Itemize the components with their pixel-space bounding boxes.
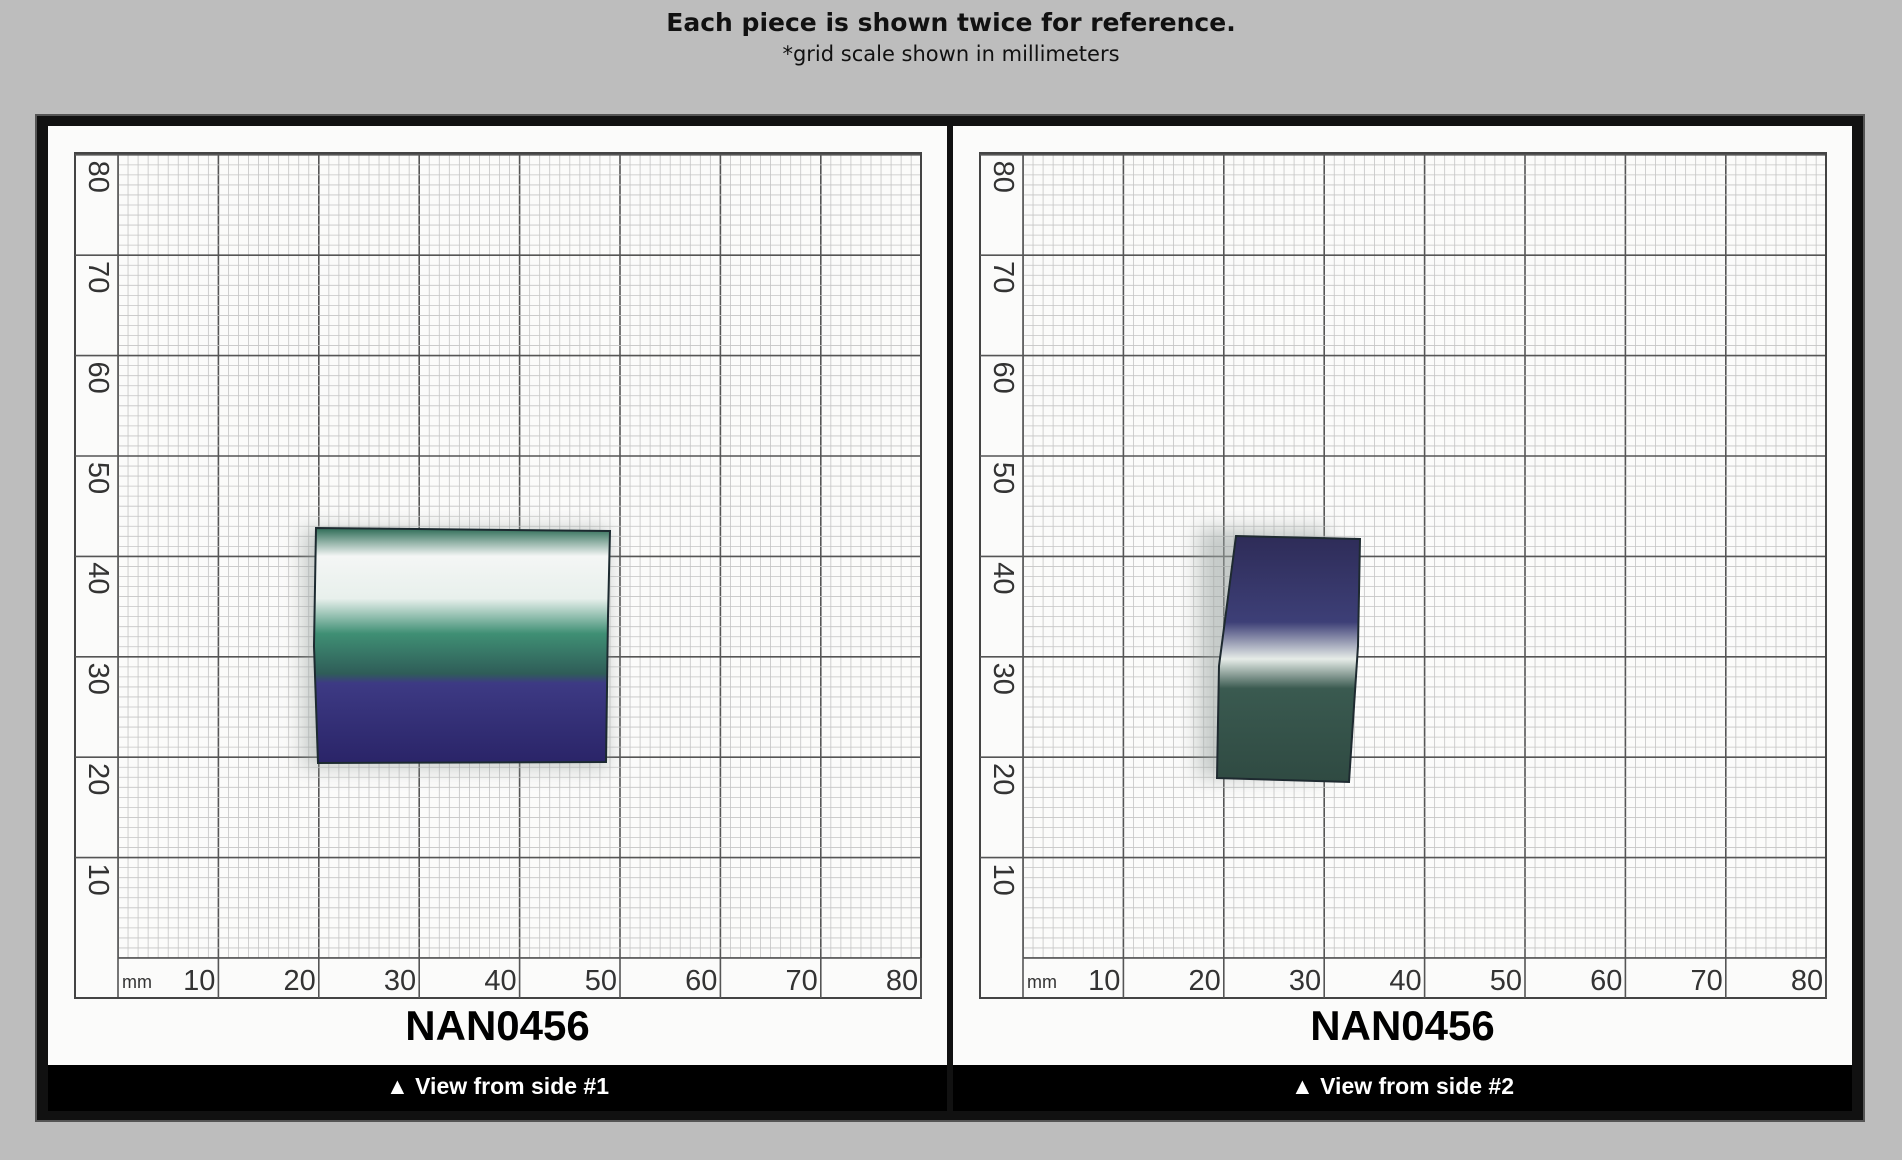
x-axis-label: 70 <box>786 965 818 997</box>
unit-label: mm <box>122 972 152 992</box>
paper <box>953 126 1852 1065</box>
caption-band <box>953 1065 1852 1111</box>
grid-border <box>979 152 1827 999</box>
y-axis-label: 10 <box>987 863 1019 895</box>
unit-label: mm <box>1027 972 1057 992</box>
y-axis-label: 30 <box>82 663 114 695</box>
y-axis-label: 10 <box>82 863 114 895</box>
stone <box>312 526 612 765</box>
y-axis-label: 30 <box>987 663 1019 695</box>
caption: ▲ View from side #2 <box>1291 1073 1514 1099</box>
x-axis-label: 40 <box>484 965 516 997</box>
x-axis-label: 80 <box>886 965 918 997</box>
x-axis-label: 60 <box>685 965 717 997</box>
x-axis-label: 50 <box>585 965 617 997</box>
x-axis-label: 30 <box>384 965 416 997</box>
item-code: NAN0456 <box>405 1002 589 1049</box>
x-axis-label: 60 <box>1590 965 1622 997</box>
x-axis-label: 10 <box>1088 965 1120 997</box>
y-axis-label: 80 <box>987 161 1019 193</box>
caption: ▲ View from side #1 <box>386 1073 609 1099</box>
grid-border <box>74 152 922 999</box>
y-axis-label: 40 <box>82 562 114 594</box>
y-axis-label: 50 <box>987 462 1019 494</box>
x-axis-label: 10 <box>183 965 215 997</box>
x-axis-label: 50 <box>1490 965 1522 997</box>
x-axis-label: 20 <box>1189 965 1221 997</box>
x-axis-label: 30 <box>1289 965 1321 997</box>
item-code: NAN0456 <box>1310 1002 1494 1049</box>
stone <box>1215 534 1362 784</box>
panel: mm 10 20 30 40 50 60 70 80 10 20 30 40 50 60 70 80 NAN045… <box>953 126 1852 1111</box>
caption-band <box>48 1065 947 1111</box>
y-axis-label: 40 <box>987 562 1019 594</box>
y-axis-label: 50 <box>82 462 114 494</box>
x-axis-label: 40 <box>1389 965 1421 997</box>
panel: mm 10 20 30 40 50 60 70 80 10 20 30 40 50 60 70 80 NAN045… <box>48 126 947 1111</box>
subtitle: *grid scale shown in millimeters <box>782 42 1119 66</box>
y-axis-label: 70 <box>987 261 1019 293</box>
x-axis-label: 80 <box>1791 965 1823 997</box>
y-axis-label: 70 <box>82 261 114 293</box>
x-axis-label: 20 <box>284 965 316 997</box>
y-axis-label: 60 <box>987 361 1019 393</box>
y-axis-label: 60 <box>82 361 114 393</box>
x-axis-label: 70 <box>1691 965 1723 997</box>
y-axis-label: 20 <box>987 763 1019 795</box>
y-axis-label: 20 <box>82 763 114 795</box>
y-axis-label: 80 <box>82 161 114 193</box>
title: Each piece is shown twice for reference. <box>666 8 1235 37</box>
